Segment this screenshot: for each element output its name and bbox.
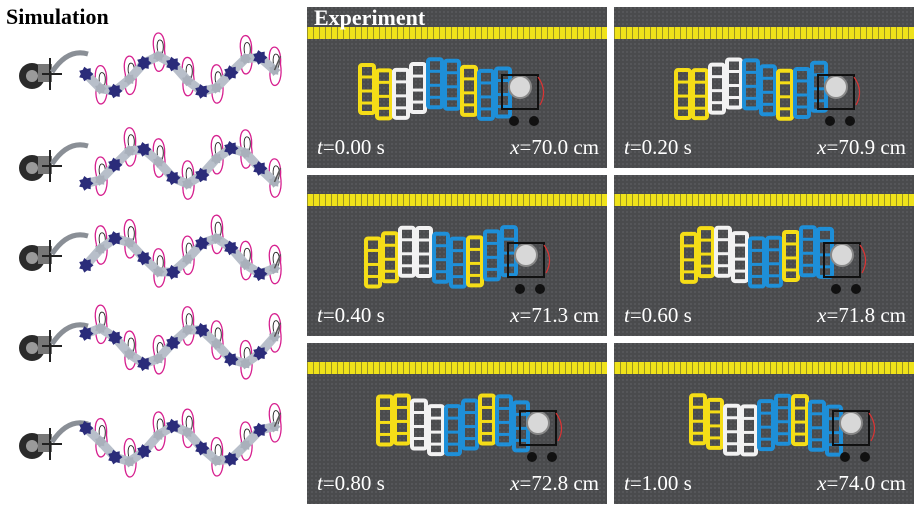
experiment-title: Experiment <box>314 5 426 30</box>
time-variable: t <box>317 303 323 327</box>
measuring-tape <box>307 362 607 374</box>
snake-robot <box>364 225 551 294</box>
time-value: =1.00 s <box>629 471 692 495</box>
position-label: x=74.0 cm <box>817 472 906 494</box>
time-value: =0.80 s <box>322 471 385 495</box>
simulation-frame <box>8 120 293 212</box>
snake-robot <box>680 225 867 294</box>
experiment-frame: t=0.60 s x=71.8 cm <box>614 175 914 336</box>
experiment-frame: t=0.00 s x=70.0 cm <box>307 7 607 168</box>
measuring-tape <box>614 362 914 374</box>
position-variable: x <box>510 135 520 159</box>
time-variable: t <box>317 471 323 495</box>
measuring-tape <box>307 27 607 39</box>
position-label: x=70.0 cm <box>510 136 599 158</box>
position-value: =71.3 cm <box>519 303 600 327</box>
simulation-title: Simulation <box>6 4 109 29</box>
time-label: t=0.60 s <box>624 304 692 326</box>
measuring-tape <box>614 194 914 206</box>
time-label: t=1.00 s <box>624 472 692 494</box>
experiment-frame: t=0.20 s x=70.9 cm <box>614 7 914 168</box>
snake-robot <box>689 393 876 462</box>
time-value: =0.60 s <box>629 303 692 327</box>
simulation-frame <box>8 398 293 490</box>
position-value: =70.9 cm <box>826 135 907 159</box>
position-label: x=72.8 cm <box>510 472 599 494</box>
experiment-frame: t=1.00 s x=74.0 cm <box>614 343 914 504</box>
experiment-frame: t=0.40 s x=71.3 cm <box>307 175 607 336</box>
measuring-tape <box>307 194 607 206</box>
time-variable: t <box>624 303 630 327</box>
position-value: =72.8 cm <box>519 471 600 495</box>
position-variable: x <box>510 471 520 495</box>
time-label: t=0.80 s <box>317 472 385 494</box>
position-value: =71.8 cm <box>826 303 907 327</box>
time-variable: t <box>317 135 323 159</box>
time-label: t=0.00 s <box>317 136 385 158</box>
simulation-frame <box>8 210 293 302</box>
position-value: =74.0 cm <box>826 471 907 495</box>
simulation-frame <box>8 28 293 120</box>
simulation-frame <box>8 300 293 392</box>
measuring-tape <box>614 27 914 39</box>
time-value: =0.00 s <box>322 135 385 159</box>
time-value: =0.40 s <box>322 303 385 327</box>
snake-robot <box>376 393 563 462</box>
experiment-frame: t=0.80 s x=72.8 cm <box>307 343 607 504</box>
position-variable: x <box>817 471 827 495</box>
snake-robot <box>674 57 861 126</box>
position-value: =70.0 cm <box>519 135 600 159</box>
position-label: x=71.3 cm <box>510 304 599 326</box>
position-variable: x <box>817 303 827 327</box>
snake-robot <box>358 57 545 126</box>
time-variable: t <box>624 135 630 159</box>
time-label: t=0.20 s <box>624 136 692 158</box>
time-variable: t <box>624 471 630 495</box>
position-variable: x <box>510 303 520 327</box>
position-label: x=71.8 cm <box>817 304 906 326</box>
position-variable: x <box>817 135 827 159</box>
time-value: =0.20 s <box>629 135 692 159</box>
position-label: x=70.9 cm <box>817 136 906 158</box>
time-label: t=0.40 s <box>317 304 385 326</box>
